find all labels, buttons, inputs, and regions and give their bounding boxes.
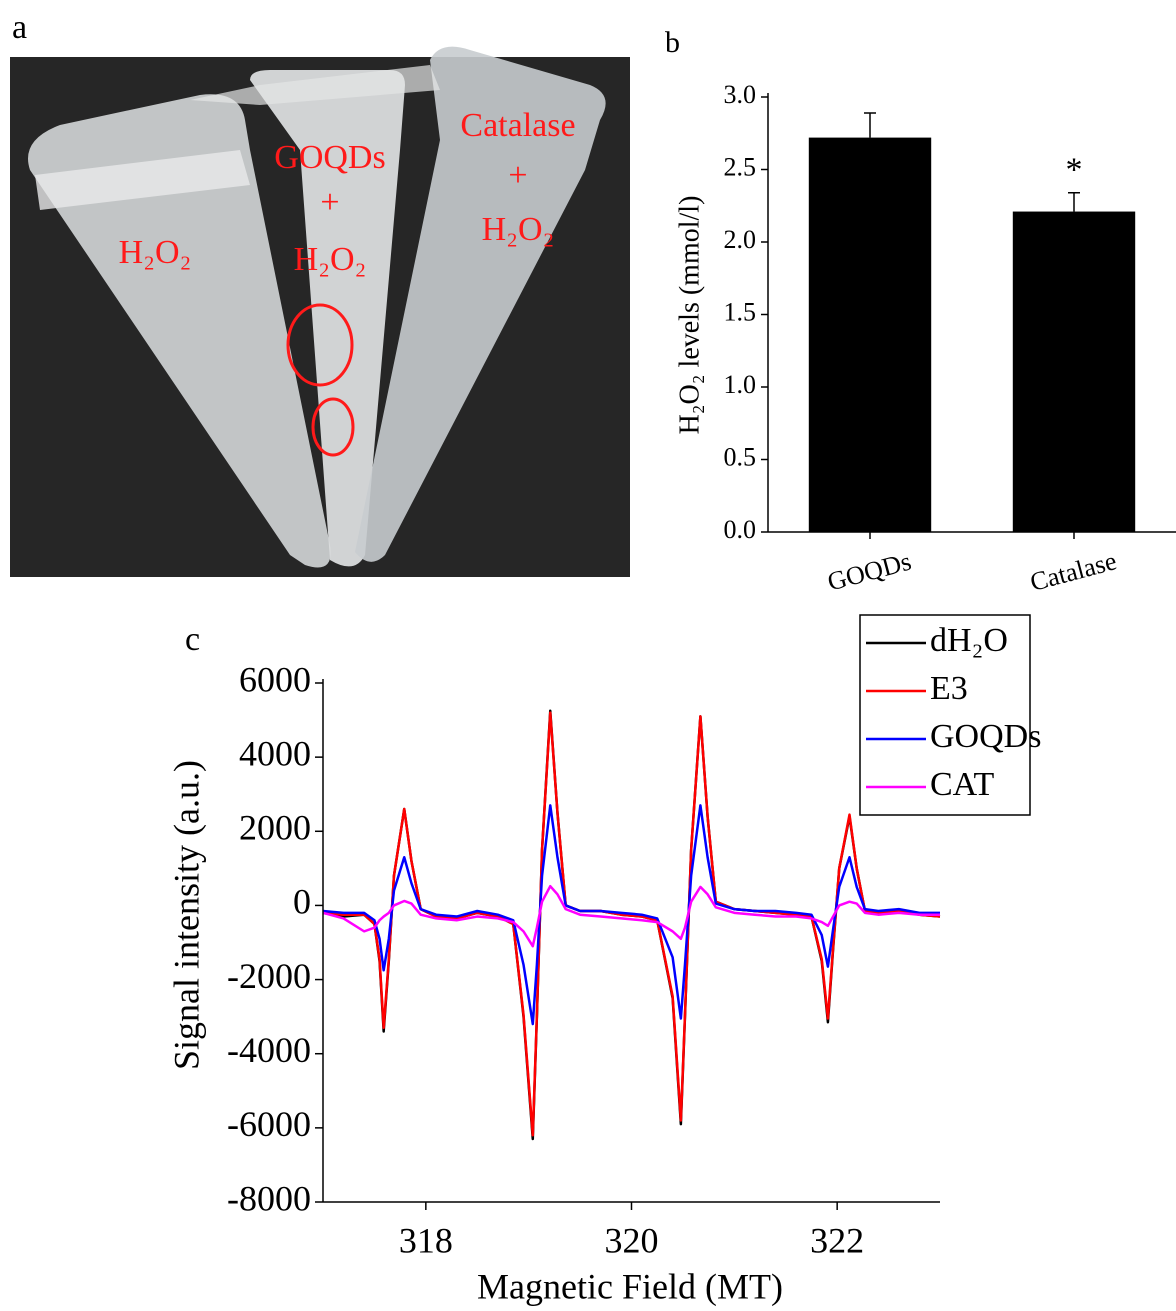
y-tick-label: 2.5 [724,152,757,181]
tube-hinge [190,65,440,105]
y-tick-label: 3.0 [724,80,757,109]
panel-label: c [185,621,200,658]
y-tick-label: 2.0 [724,225,757,254]
y-tick-label: 0.0 [724,515,757,544]
y-tick-label: 0 [293,882,311,922]
legend-label: CAT [930,766,994,803]
significance-mark: * [1066,151,1083,188]
bar [808,137,932,532]
y-tick-label: 1.0 [724,370,757,399]
y-axis-label: Signal intensity (a.u.) [166,760,206,1070]
y-tick-label: 2000 [239,808,311,848]
line-series [322,711,941,1137]
photo-label: H₂O₂ [294,241,367,278]
tube [28,94,331,568]
y-tick-label: 1.5 [724,297,757,326]
x-tick-label: 320 [605,1220,659,1260]
photo-label: + [508,157,527,194]
tube [355,46,606,562]
y-tick-label: 6000 [239,659,311,699]
y-tick-label: -8000 [227,1178,311,1218]
legend-label: E3 [930,670,968,707]
panel-label: a [12,9,27,46]
x-tick-label: 318 [399,1220,453,1260]
y-tick-label: -2000 [227,956,311,996]
bubble-circle [286,303,354,387]
bar [1012,211,1136,533]
photo-label: H₂O₂ [119,234,192,271]
error-bar [1068,191,1080,212]
legend-box [859,614,1031,816]
photo-label: Catalase [460,107,575,144]
y-tick-label: -4000 [227,1030,311,1070]
y-tick-label: 0.5 [724,442,757,471]
panel-label: b [665,26,680,59]
y-axis-label: H₂O₂ levels (mmol/l) [674,196,705,435]
photo-label: H₂O₂ [482,211,555,248]
line-series [322,884,940,948]
x-axis-label: Magnetic Field (MT) [477,1266,783,1306]
x-tick-label: Catalase [1027,546,1120,597]
legend-label: dH₂O [930,622,1008,659]
photo-label: + [320,184,339,221]
y-tick-label: -6000 [227,1104,311,1144]
line-series [322,804,940,1026]
x-tick-label: GOQDs [824,547,914,597]
error-bar [864,112,876,138]
line-series [322,709,941,1141]
photo: H₂O₂ GOQDs + H₂O₂ Catalase + H₂O₂ [10,46,630,577]
legend-label: GOQDs [930,718,1041,755]
x-tick-label: 322 [810,1220,864,1260]
tube-rim [35,150,250,210]
bubble-circle [311,397,355,457]
photo-label: GOQDs [274,139,385,176]
tube [250,70,405,567]
y-tick-label: 4000 [239,733,311,773]
